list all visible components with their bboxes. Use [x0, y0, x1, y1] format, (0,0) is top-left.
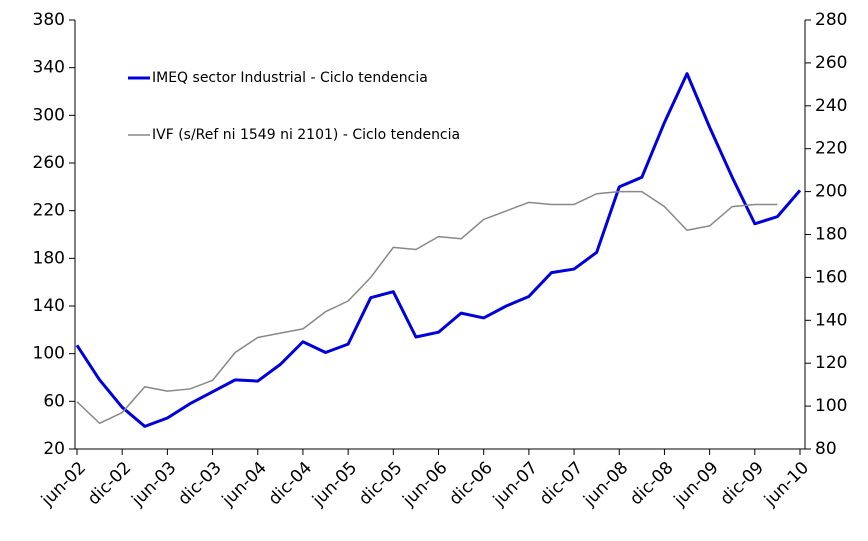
- x-tick-label: jun-05: [308, 458, 361, 511]
- x-tick-label: jun-04: [218, 458, 271, 511]
- y-tick-label: 100: [33, 344, 65, 364]
- y-tick-label: 20: [43, 439, 65, 459]
- y-tick-label: 260: [33, 153, 65, 173]
- y2-tick-label: 140: [815, 310, 847, 330]
- x-tick-label: jun-02: [37, 458, 90, 511]
- x-tick-label: dic-06: [445, 458, 496, 509]
- x-tick-label: dic-07: [536, 458, 587, 509]
- y-tick-label: 140: [33, 296, 65, 316]
- y2-tick-label: 100: [815, 396, 847, 416]
- series-line: [76, 190, 778, 425]
- x-tick-label: jun-10: [760, 458, 813, 511]
- y-tick-label: 60: [43, 391, 65, 411]
- x-tick-label: jun-07: [489, 458, 542, 511]
- y2-tick-label: 200: [815, 182, 847, 202]
- legend-label: IVF (s/Ref ni 1549 ni 2101) - Ciclo tend…: [152, 127, 460, 143]
- y2-tick-label: 260: [815, 53, 847, 73]
- y2-tick-label: 160: [815, 267, 847, 287]
- y-tick-label: 340: [33, 58, 65, 78]
- x-tick-label: jun-09: [670, 458, 723, 511]
- x-tick-label: dic-02: [84, 458, 135, 509]
- x-tick-label: jun-08: [579, 458, 632, 511]
- x-tick-label: dic-03: [174, 458, 225, 509]
- x-tick-label: dic-04: [265, 458, 316, 509]
- series-line: [75, 72, 802, 428]
- y2-tick-label: 80: [815, 439, 837, 459]
- x-tick-label: dic-08: [626, 458, 677, 509]
- y2-tick-label: 180: [815, 225, 847, 245]
- y-tick-label: 380: [33, 10, 65, 30]
- legend-label: IMEQ sector Industrial - Ciclo tendencia: [152, 70, 428, 86]
- y-tick-label: 220: [33, 201, 65, 221]
- x-tick-label: jun-03: [127, 458, 180, 511]
- y-tick-label: 180: [33, 248, 65, 268]
- x-tick-label: dic-09: [717, 458, 768, 509]
- y2-tick-label: 240: [815, 96, 847, 116]
- x-tick-label: dic-05: [355, 458, 406, 509]
- y-tick-label: 300: [33, 105, 65, 125]
- y2-tick-label: 120: [815, 353, 847, 373]
- y2-tick-label: 220: [815, 139, 847, 159]
- y2-tick-label: 280: [815, 10, 847, 30]
- x-tick-label: jun-06: [399, 458, 452, 511]
